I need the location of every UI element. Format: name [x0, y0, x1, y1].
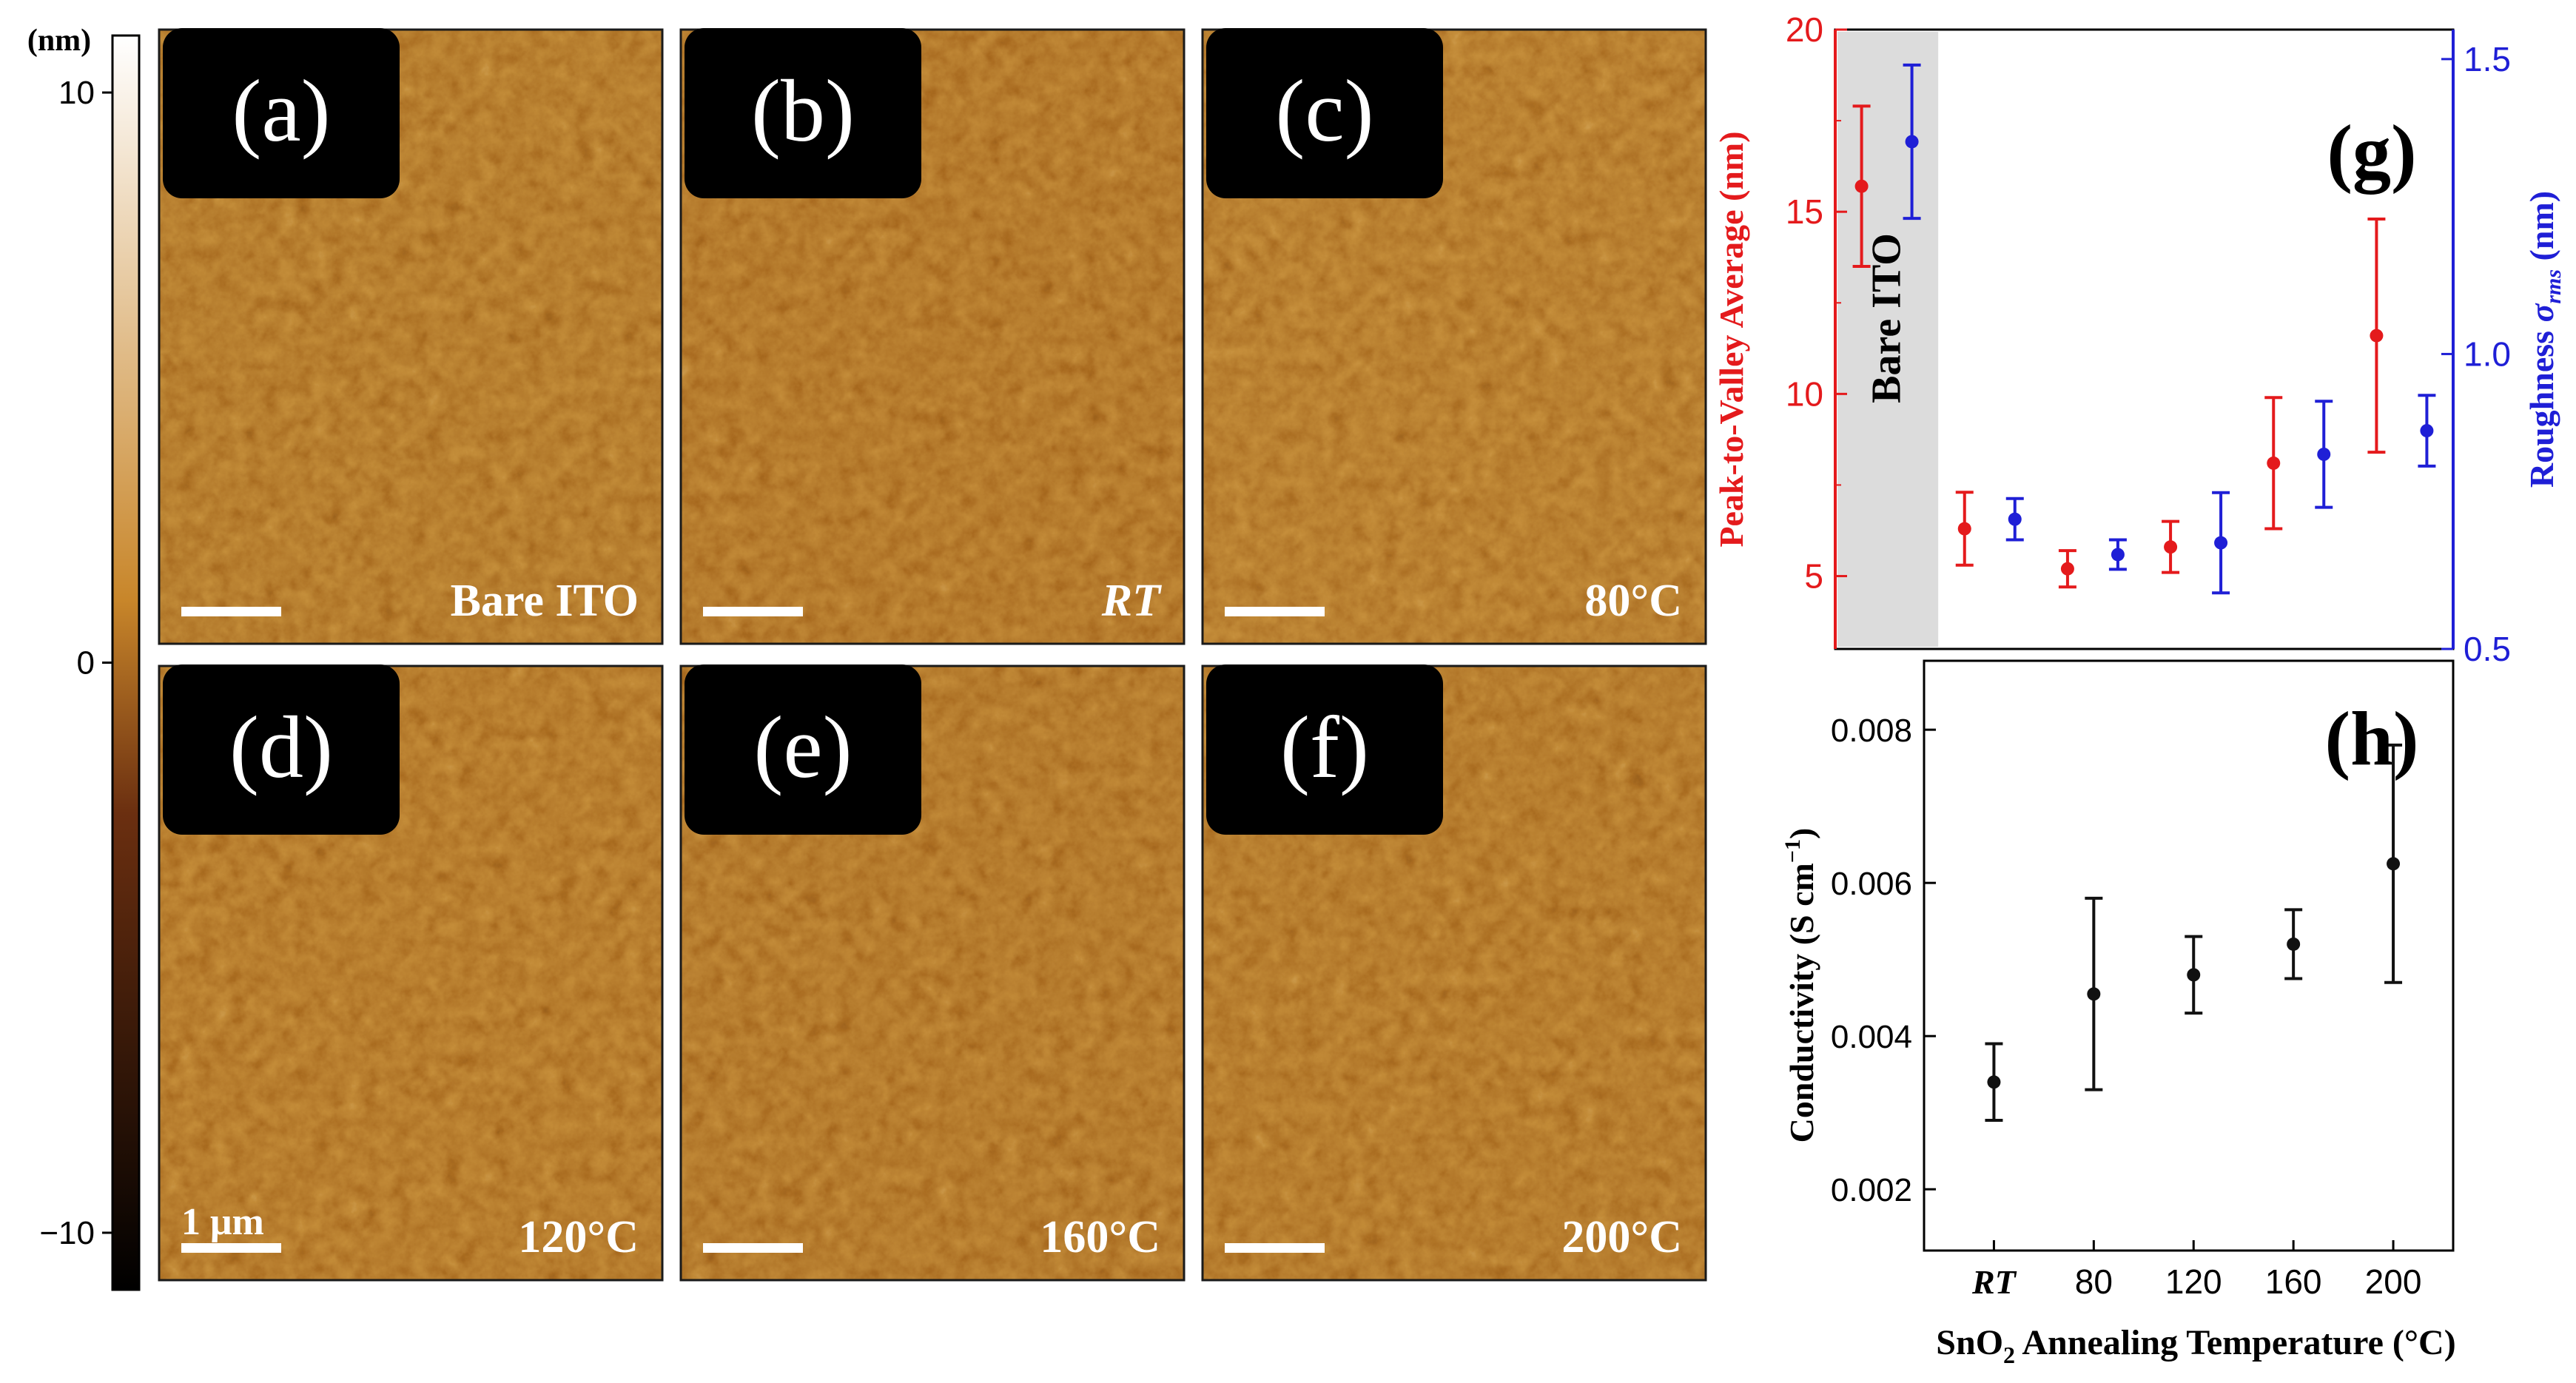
x-tick-label: 80: [2075, 1262, 2113, 1301]
scale-bar: [703, 1243, 803, 1253]
panel-tag-box: [1206, 28, 1443, 198]
panel-tag-g: (g): [2327, 110, 2416, 195]
scale-bar: [1225, 1243, 1325, 1253]
bare-ito-shaded-region: [1837, 32, 1939, 647]
data-point: [2111, 548, 2125, 562]
chart-h-conductivity: 0.002 0.004 0.006 0.008 RT 80 120 160 200 (h) Co…: [1780, 659, 2456, 1368]
roughness-label-unit: (nm): [2523, 191, 2560, 269]
panel-tag-label: (d): [229, 698, 333, 796]
afm-panel: (f) 200°C: [1201, 664, 1707, 1282]
roughness-label-main: Roughness: [2523, 322, 2560, 488]
scale-bar: [1225, 607, 1325, 616]
panel-tag-box: [1206, 664, 1443, 835]
data-point: [2187, 968, 2201, 982]
panel-tag-box: [163, 664, 400, 835]
data-point: [2060, 562, 2074, 576]
x-tick-label: RT: [1971, 1263, 2017, 1301]
afm-panel: (a) Bare ITO: [158, 28, 664, 645]
afm-panel-grid: (a) Bare ITO (b) RT (c) 80°C (d) 120°C 1 μm (e) 16…: [158, 28, 1707, 1282]
scale-bar: [181, 1243, 281, 1253]
left-tick-label: 5: [1804, 557, 1823, 596]
data-point: [1905, 135, 1919, 149]
sample-label: Bare ITO: [451, 576, 639, 626]
scale-bar-label: 1 μm: [181, 1201, 264, 1243]
y-tick-label: 0.002: [1831, 1172, 1912, 1208]
panel-tag-box: [685, 664, 921, 835]
panel-tag-label: (a): [232, 61, 330, 160]
conductivity-axis-label: Conductivity (S cm−1): [1780, 828, 1820, 1143]
x-tick-label: 200: [2365, 1262, 2422, 1301]
colorbar-unit-label: (nm): [27, 24, 91, 58]
afm-image-frame: [158, 664, 664, 1282]
xlabel-sub-2: 2: [2003, 1342, 2015, 1368]
colorbar-tick-label: 10: [58, 75, 95, 111]
panel-tag-box: [685, 28, 921, 198]
bare-ito-shaded-label: Bare ITO: [1864, 233, 1910, 403]
colorbar-tick-label: −10: [39, 1215, 95, 1251]
data-point: [1854, 179, 1869, 193]
panel-tag-label: (e): [753, 698, 852, 796]
chart-h-frame: [1923, 659, 2455, 1252]
left-tick-label: 20: [1786, 10, 1823, 49]
annealing-temperature-axis-label: SnO2 Annealing Temperature (°C): [1936, 1323, 2455, 1368]
panel-tag-label: (c): [1275, 61, 1373, 160]
y-tick-label: 0.006: [1831, 866, 1912, 902]
data-point: [2387, 857, 2401, 871]
left-tick-label: 15: [1786, 192, 1823, 231]
afm-image-frame: [679, 664, 1186, 1282]
roughness-label-sigma: σ: [2523, 303, 2560, 322]
x-tick-label: 160: [2265, 1262, 2322, 1301]
data-point: [2370, 329, 2384, 343]
data-point: [2317, 447, 2331, 461]
x-tick-label: 120: [2165, 1262, 2222, 1301]
data-point: [1957, 522, 1971, 536]
conductivity-label-sup: −1: [1780, 839, 1805, 863]
sample-label: 80°C: [1584, 576, 1682, 626]
conductivity-label-end: ): [1783, 828, 1820, 839]
conductivity-label-main: Conductivity (S cm: [1783, 863, 1820, 1143]
colorbar-tick-label: 0: [77, 645, 95, 682]
chart-g-roughness: Bare ITO 5 10 15 20 0.5 1.0 1.5 (g) Peak-to-Va…: [1712, 10, 2566, 668]
sample-label: 120°C: [518, 1212, 639, 1262]
colorbar: (nm) 10 0 −10: [27, 24, 141, 1291]
xlabel-sno: SnO: [1936, 1323, 2003, 1362]
afm-image-frame: [1201, 28, 1707, 645]
y-tick-label: 0.004: [1831, 1019, 1912, 1055]
right-tick-label: 0.5: [2464, 630, 2511, 668]
afm-image-frame: [1201, 664, 1707, 1282]
scale-bar: [181, 607, 281, 616]
data-point: [2214, 536, 2228, 550]
data-point: [2267, 456, 2281, 470]
data-point: [2164, 540, 2178, 554]
data-point: [2008, 512, 2022, 526]
scale-bar: [703, 607, 803, 616]
afm-panel: (c) 80°C: [1201, 28, 1707, 645]
afm-panel: (b) RT: [679, 28, 1186, 645]
sample-label: 160°C: [1040, 1212, 1160, 1262]
right-tick-label: 1.5: [2464, 40, 2511, 78]
afm-panel: (d) 120°C 1 μm: [158, 664, 664, 1282]
roughness-axis-label: Roughness σrms (nm): [2523, 191, 2566, 488]
sample-label: 200°C: [1561, 1212, 1682, 1262]
afm-image-frame: [158, 28, 664, 645]
peak-to-valley-axis-label: Peak-to-Valley Average (nm): [1712, 131, 1750, 547]
panel-tag-box: [163, 28, 400, 198]
data-point: [1987, 1075, 2001, 1089]
panel-tag-h: (h): [2324, 696, 2418, 781]
data-point: [2087, 987, 2101, 1001]
sample-label: RT: [1101, 576, 1162, 626]
afm-panel: (e) 160°C: [679, 664, 1186, 1282]
panel-tag-label: (f): [1280, 698, 1369, 796]
right-tick-label: 1.0: [2464, 334, 2511, 373]
xlabel-rest: Annealing Temperature (°C): [2015, 1323, 2456, 1362]
afm-image-frame: [679, 28, 1186, 645]
left-tick-label: 10: [1786, 374, 1823, 413]
data-point: [2287, 937, 2301, 951]
data-point: [2420, 424, 2434, 438]
y-tick-label: 0.008: [1831, 713, 1912, 749]
colorbar-gradient: [111, 34, 141, 1291]
panel-tag-label: (b): [751, 61, 855, 160]
roughness-label-rms: rms: [2541, 269, 2566, 304]
